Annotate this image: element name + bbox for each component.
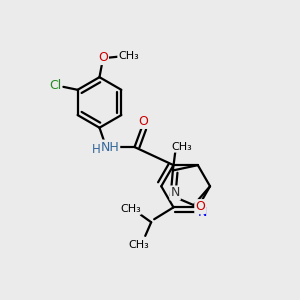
Text: O: O	[195, 200, 205, 213]
Text: CH₃: CH₃	[120, 204, 141, 214]
Text: CH₃: CH₃	[171, 142, 192, 152]
Text: H: H	[92, 143, 101, 156]
Text: O: O	[98, 51, 108, 64]
Text: N: N	[170, 187, 180, 200]
Text: CH₃: CH₃	[118, 51, 139, 62]
Text: CH₃: CH₃	[128, 240, 149, 250]
Text: O: O	[139, 115, 148, 128]
Text: NH: NH	[100, 140, 119, 154]
Text: Cl: Cl	[49, 79, 61, 92]
Text: N: N	[197, 206, 207, 219]
